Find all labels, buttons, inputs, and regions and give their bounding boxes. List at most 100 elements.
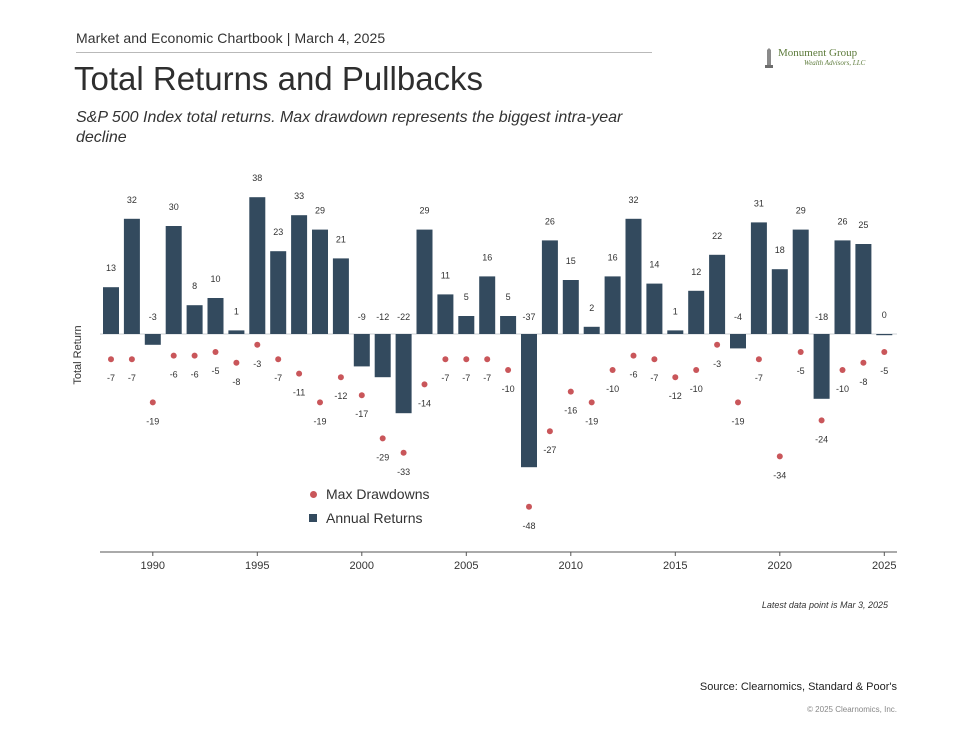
drawdown-label-2007: -10 <box>502 384 515 394</box>
drawdown-label-2001: -29 <box>376 452 389 462</box>
drawdown-dot-2006 <box>484 356 491 363</box>
legend-dot-icon <box>310 491 317 498</box>
drawdown-label-1991: -6 <box>170 370 178 380</box>
drawdown-dot-1994 <box>233 359 240 366</box>
drawdown-label-2022: -24 <box>815 434 828 444</box>
bar-label-1989: 32 <box>127 195 137 205</box>
bar-2018 <box>730 334 746 349</box>
bar-label-1995: 38 <box>252 173 262 183</box>
bar-2012 <box>604 276 621 334</box>
legend-label-returns: Annual Returns <box>326 510 423 526</box>
drawdown-label-2000: -17 <box>355 409 368 419</box>
bar-label-2000: -9 <box>358 312 366 322</box>
drawdown-label-2023: -10 <box>836 384 849 394</box>
drawdown-dot-2016 <box>693 367 700 373</box>
drawdown-label-1988: -7 <box>107 373 115 383</box>
bar-2016 <box>688 290 705 334</box>
monument-icon <box>765 48 773 68</box>
bar-label-2022: -18 <box>815 312 828 322</box>
bar-label-1991: 30 <box>169 202 179 212</box>
bar-2004 <box>437 294 454 334</box>
header-divider <box>76 52 652 53</box>
bar-1996 <box>270 251 287 334</box>
bar-1991 <box>165 226 182 334</box>
bar-label-2021: 29 <box>796 206 806 216</box>
logo-name: Monument Group <box>778 47 858 59</box>
drawdown-label-2025: -5 <box>880 366 888 376</box>
bar-label-2024: 25 <box>858 220 868 230</box>
bar-label-1992: 8 <box>192 281 197 291</box>
drawdown-label-2009: -27 <box>543 445 556 455</box>
legend-label-drawdowns: Max Drawdowns <box>326 486 430 502</box>
bar-label-2013: 32 <box>628 195 638 205</box>
bar-label-2003: 29 <box>419 206 429 216</box>
drawdown-dot-2005 <box>463 356 470 363</box>
drawdown-label-2004: -7 <box>441 373 449 383</box>
drawdown-dot-2013 <box>630 352 637 359</box>
bar-2001 <box>374 334 391 378</box>
bar-1993 <box>207 298 224 334</box>
drawdown-dot-2018 <box>735 399 741 406</box>
bar-2021 <box>792 229 809 334</box>
drawdown-dot-1997 <box>296 370 303 377</box>
drawdown-dot-2003 <box>421 381 428 388</box>
chartbook-header: Market and Economic Chartbook | March 4,… <box>76 30 386 46</box>
drawdown-label-1990: -19 <box>146 416 159 426</box>
drawdown-label-2015: -12 <box>669 391 682 401</box>
drawdown-dot-2007 <box>505 367 512 373</box>
drawdown-label-2017: -3 <box>713 359 721 369</box>
bar-label-1999: 21 <box>336 234 346 244</box>
bar-2013 <box>625 218 642 334</box>
bar-label-2002: -22 <box>397 312 410 322</box>
drawdown-label-2021: -5 <box>797 366 805 376</box>
bar-2011 <box>583 326 600 334</box>
bar-label-2012: 16 <box>608 252 618 262</box>
drawdown-label-2018: -19 <box>731 416 744 426</box>
drawdown-label-2011: -19 <box>585 416 598 426</box>
bar-label-2011: 2 <box>589 303 594 313</box>
copyright-text: © 2025 Clearnomics, Inc. <box>807 705 897 714</box>
drawdown-label-2003: -14 <box>418 398 431 408</box>
drawdown-dot-2022 <box>818 417 825 424</box>
bar-label-1994: 1 <box>234 306 239 316</box>
drawdown-dot-1993 <box>212 349 219 355</box>
latest-data-note: Latest data point is Mar 3, 2025 <box>761 600 888 610</box>
bar-label-2020: 18 <box>775 245 785 255</box>
drawdown-dot-2023 <box>839 367 846 373</box>
monument-group-logo: Monument Group Wealth Advisors, LLC <box>764 47 874 71</box>
drawdown-label-1996: -7 <box>274 373 282 383</box>
bar-1998 <box>312 229 328 334</box>
bar-label-1988: 13 <box>106 263 116 273</box>
drawdown-dot-2014 <box>651 356 658 363</box>
bar-1992 <box>186 305 203 334</box>
drawdown-dot-2001 <box>379 435 386 442</box>
drawdown-dot-2019 <box>755 356 762 363</box>
bar-2025 <box>876 334 893 336</box>
bar-2020 <box>771 269 788 334</box>
drawdown-label-2019: -7 <box>755 373 763 383</box>
logo-subtitle: Wealth Advisors, LLC <box>804 59 866 67</box>
bar-2000 <box>353 334 370 367</box>
bar-2015 <box>667 330 684 334</box>
bar-2006 <box>479 276 496 334</box>
bar-label-2019: 31 <box>754 198 764 208</box>
drawdown-label-2014: -7 <box>650 373 658 383</box>
drawdown-dot-1989 <box>128 356 135 363</box>
drawdown-label-2012: -10 <box>606 384 619 394</box>
drawdown-dot-1996 <box>275 356 282 363</box>
bar-1999 <box>332 258 349 334</box>
bar-label-2004: 11 <box>441 270 450 280</box>
bar-2009 <box>541 240 558 334</box>
bar-label-2005: 5 <box>464 292 469 302</box>
bar-2010 <box>562 280 579 334</box>
bar-label-2010: 15 <box>566 256 576 266</box>
drawdown-dot-2024 <box>860 359 867 366</box>
bar-2002 <box>395 334 412 414</box>
bar-2017 <box>709 254 726 334</box>
drawdown-dot-2000 <box>358 392 365 399</box>
bar-label-1998: 29 <box>315 206 325 216</box>
drawdown-dot-2011 <box>588 399 595 406</box>
x-tick-label-2010: 2010 <box>559 560 583 572</box>
drawdown-label-2005: -7 <box>462 373 470 383</box>
